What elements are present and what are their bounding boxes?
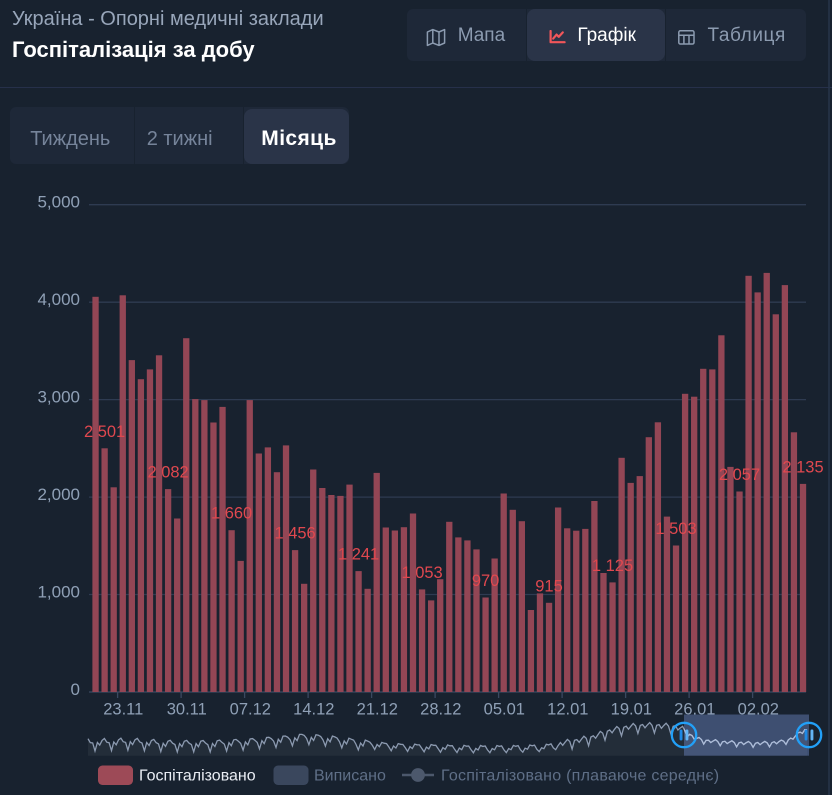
svg-text:Госпіталізовано: Госпіталізовано bbox=[139, 768, 256, 785]
svg-text:30.11: 30.11 bbox=[167, 701, 207, 719]
svg-text:5,000: 5,000 bbox=[37, 193, 80, 212]
svg-text:05.01: 05.01 bbox=[484, 701, 525, 719]
svg-text:07.12: 07.12 bbox=[230, 701, 271, 719]
svg-text:2 135: 2 135 bbox=[782, 458, 823, 476]
svg-text:1 053: 1 053 bbox=[401, 564, 442, 582]
svg-text:26.01: 26.01 bbox=[674, 701, 715, 719]
svg-text:1 125: 1 125 bbox=[592, 557, 633, 575]
svg-text:970: 970 bbox=[472, 572, 500, 590]
svg-text:2 082: 2 082 bbox=[147, 464, 188, 482]
svg-text:02.02: 02.02 bbox=[738, 701, 779, 719]
svg-text:21.12: 21.12 bbox=[357, 701, 398, 719]
svg-text:3,000: 3,000 bbox=[37, 388, 80, 407]
svg-text:19.01: 19.01 bbox=[611, 701, 652, 719]
svg-text:2 057: 2 057 bbox=[719, 466, 760, 484]
svg-text:28.12: 28.12 bbox=[420, 701, 461, 719]
svg-text:1,000: 1,000 bbox=[37, 583, 80, 602]
svg-text:915: 915 bbox=[535, 577, 563, 595]
svg-text:1 660: 1 660 bbox=[211, 505, 252, 523]
svg-text:2,000: 2,000 bbox=[37, 485, 80, 504]
svg-text:2 501: 2 501 bbox=[84, 423, 125, 441]
svg-text:0: 0 bbox=[71, 680, 80, 699]
svg-text:1 456: 1 456 bbox=[274, 525, 315, 543]
svg-text:4,000: 4,000 bbox=[37, 290, 80, 309]
svg-text:12.01: 12.01 bbox=[547, 701, 588, 719]
svg-text:Виписано: Виписано bbox=[314, 768, 386, 785]
svg-text:23.11: 23.11 bbox=[103, 701, 143, 719]
svg-text:Госпіталізовано (плаваюче сере: Госпіталізовано (плаваюче середнє) bbox=[441, 768, 719, 785]
svg-text:1 503: 1 503 bbox=[655, 520, 696, 538]
svg-text:1 241: 1 241 bbox=[338, 546, 379, 564]
svg-text:14.12: 14.12 bbox=[293, 701, 334, 719]
